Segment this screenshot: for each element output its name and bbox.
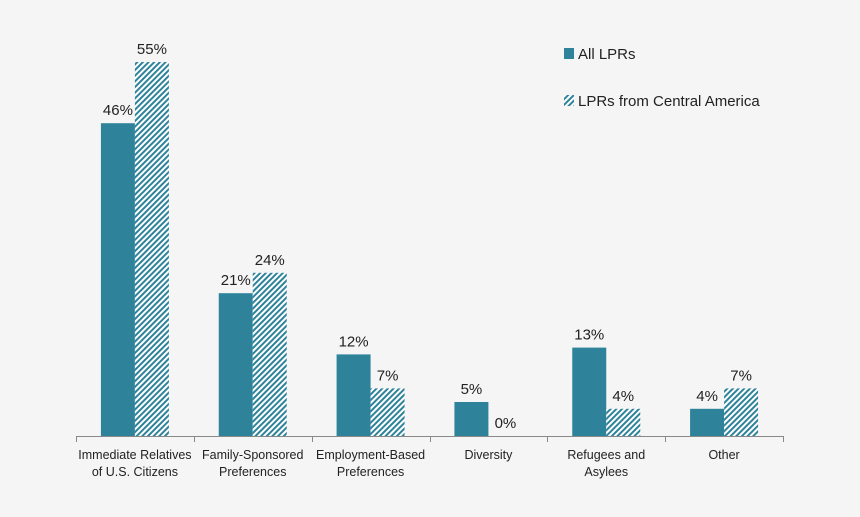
x-axis: Immediate Relatives of U.S. Citizens Famil…	[76, 436, 784, 479]
legend-item-all-lprs: All LPRs	[564, 46, 636, 63]
bar-all-lprs-2	[336, 354, 371, 436]
category-label-diversity: Diversity	[464, 448, 513, 462]
bar-all-lprs-4	[572, 347, 607, 436]
category-label-employment-based-preferences: Employment-Based Preferences	[316, 448, 425, 479]
value-label-lprs-from-central-america-0: 55%	[137, 41, 167, 58]
value-label-lprs-from-central-america-1: 24%	[255, 252, 285, 269]
legend-label-lprs-from-central-america: LPRs from Central America	[578, 93, 760, 110]
value-label-lprs-from-central-america-4: 4%	[612, 388, 634, 405]
bar-lprs-from-central-america-5	[724, 388, 759, 436]
bar-lprs-from-central-america-0	[134, 62, 169, 436]
value-label-lprs-from-central-america-5: 7%	[730, 367, 752, 384]
legend-label-all-lprs: All LPRs	[578, 46, 636, 63]
legend-item-lprs-from-central-america: LPRs from Central America	[564, 93, 760, 110]
category-label-other: Other	[708, 448, 739, 462]
category-label-immediate-relatives-of-u-s-citizens: Immediate Relatives of U.S. Citizens	[78, 448, 191, 479]
bar-all-lprs-5	[690, 408, 725, 436]
bar-all-lprs-0	[100, 123, 135, 436]
category-label-refugees-and-asylees: Refugees and Asylees	[567, 448, 645, 479]
value-label-all-lprs-0: 46%	[103, 102, 133, 119]
value-label-all-lprs-1: 21%	[221, 272, 251, 289]
legend: All LPRs LPRs from Central America	[564, 46, 760, 110]
value-label-all-lprs-2: 12%	[339, 333, 369, 350]
value-label-all-lprs-5: 4%	[696, 388, 718, 405]
bar-lprs-from-central-america-4	[606, 408, 641, 436]
legend-swatch-all-lprs	[564, 48, 574, 59]
bar-lprs-from-central-america-2	[370, 388, 405, 436]
value-label-lprs-from-central-america-2: 7%	[377, 367, 399, 384]
category-label-family-sponsored-preferences: Family-Sponsored Preferences	[202, 448, 303, 479]
value-labels-layer: 46% 21% 12% 5% 13% 4% 55% 24% 7% 0% 4% 7%	[103, 41, 752, 432]
bar-all-lprs-3	[454, 402, 489, 436]
legend-swatch-lprs-from-central-america	[564, 95, 574, 106]
value-label-all-lprs-3: 5%	[461, 381, 483, 398]
value-label-lprs-from-central-america-3: 0%	[495, 415, 517, 432]
bars-layer	[100, 62, 759, 436]
bar-lprs-from-central-america-1	[252, 272, 287, 436]
value-label-all-lprs-4: 13%	[574, 327, 604, 344]
bar-all-lprs-1	[218, 293, 253, 436]
